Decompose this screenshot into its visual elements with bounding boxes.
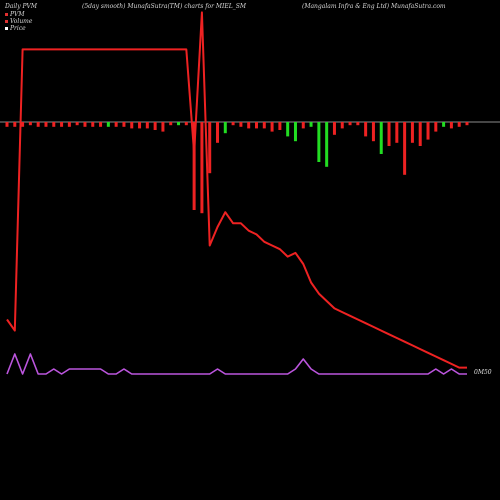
pvm-bar xyxy=(403,122,407,175)
pvm-bar xyxy=(371,122,375,142)
pvm-bar xyxy=(184,122,188,126)
pvm-bar xyxy=(395,122,399,143)
pvm-bar xyxy=(36,122,40,127)
pvm-bar xyxy=(122,122,126,127)
pvm-bar xyxy=(442,122,446,127)
pvm-bar xyxy=(356,122,360,126)
pvm-bar xyxy=(200,122,204,214)
chart-header-title: (5day smooth) MunafaSutra(TM) charts for… xyxy=(82,3,247,10)
pvm-bar xyxy=(114,122,118,127)
legend-pvm: PVM xyxy=(5,11,25,18)
pvm-bar xyxy=(216,122,220,143)
chart-header-right: (Mangalam Infra & Eng Ltd) MunafaSutra.c… xyxy=(302,3,446,10)
legend-price: Price xyxy=(5,25,26,32)
pvm-bar xyxy=(138,122,142,129)
legend-pvm-label: PVM xyxy=(10,11,25,18)
pvm-bar xyxy=(169,122,173,126)
pvm-bar xyxy=(410,122,414,143)
pvm-bar xyxy=(161,122,165,132)
pvm-bar xyxy=(130,122,134,129)
pvm-bar xyxy=(106,122,110,127)
legend-price-label: Price xyxy=(10,25,26,32)
legend-volume-swatch xyxy=(5,20,8,23)
pvm-bar xyxy=(83,122,87,127)
pvm-bar xyxy=(262,122,266,129)
pvm-bar xyxy=(379,122,383,154)
pvm-bar xyxy=(340,122,344,129)
pvm-bar xyxy=(28,122,32,126)
pvm-bar xyxy=(449,122,453,129)
pvm-bar xyxy=(67,122,71,127)
pvm-bar xyxy=(52,122,56,127)
pvm-bar xyxy=(177,122,181,126)
pvm-bar xyxy=(60,122,64,127)
chart-header-left: Daily PVM xyxy=(5,3,38,10)
pvm-bar xyxy=(231,122,235,126)
pvm-bar xyxy=(465,122,469,126)
pvm-bar xyxy=(426,122,430,140)
pvm-bar xyxy=(434,122,438,132)
legend-volume: Volume xyxy=(5,18,32,25)
pvm-bar xyxy=(99,122,103,127)
pvm-bar xyxy=(223,122,227,134)
pvm-bar xyxy=(332,122,336,135)
pvm-line xyxy=(6,11,467,369)
pvm-bar xyxy=(387,122,391,146)
pvm-bar xyxy=(208,122,212,174)
pvm-bar xyxy=(239,122,243,127)
pvm-bar xyxy=(301,122,305,129)
pvm-bar xyxy=(293,122,297,142)
pvm-bar xyxy=(286,122,290,137)
legend-volume-label: Volume xyxy=(10,18,33,25)
pvm-bar xyxy=(457,122,461,127)
end-value-label: 0M50 xyxy=(474,369,492,376)
pvm-bar xyxy=(418,122,422,146)
pvm-bar xyxy=(13,122,17,127)
pvm-bar xyxy=(254,122,258,129)
pvm-bar xyxy=(325,122,329,167)
price-line xyxy=(6,353,467,375)
pvm-bar xyxy=(91,122,95,127)
legend-price-swatch xyxy=(5,27,8,30)
pvm-bar xyxy=(278,122,282,130)
pvm-bar xyxy=(145,122,149,129)
pvm-bar xyxy=(5,122,9,127)
pvm-bar xyxy=(247,122,251,129)
pvm-bar xyxy=(270,122,274,132)
pvm-bar xyxy=(153,122,157,130)
pvm-bar xyxy=(44,122,48,127)
pvm-bar xyxy=(348,122,352,126)
pvm-bar xyxy=(317,122,321,162)
pvm-bar xyxy=(75,122,79,126)
pvm-bar xyxy=(192,122,196,210)
legend-pvm-swatch xyxy=(5,13,8,16)
pvm-bar xyxy=(309,122,313,127)
pvm-bar xyxy=(21,122,25,127)
pvm-bar xyxy=(364,122,368,137)
